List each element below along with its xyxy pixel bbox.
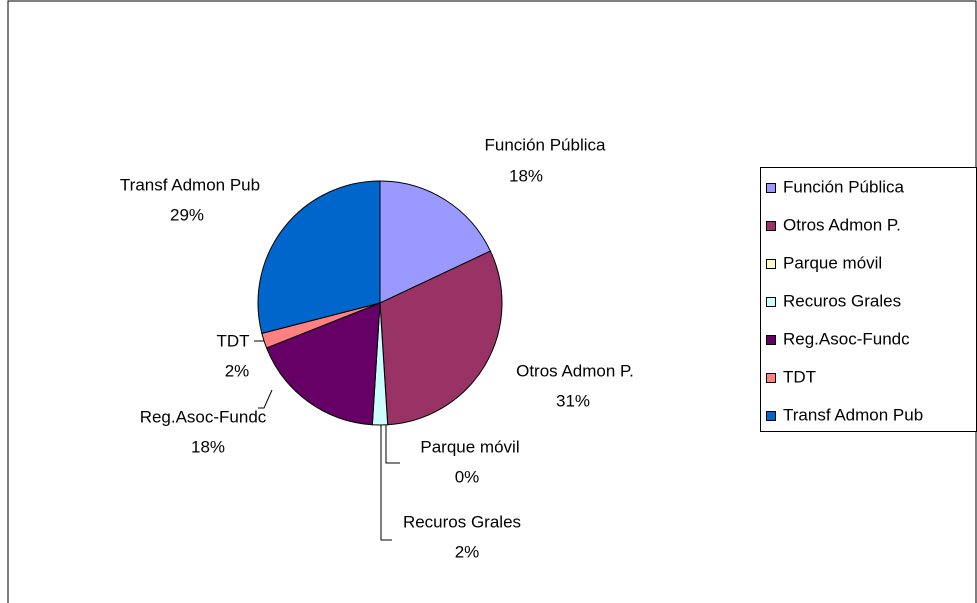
legend-swatch (766, 221, 776, 231)
legend-box (760, 167, 977, 432)
pie-slice (379, 180, 492, 304)
legend-swatch (766, 335, 776, 345)
legend-swatch (766, 373, 776, 383)
slice-label: Transf Admon Pub (120, 175, 260, 194)
slice-label: Reg.Asoc-Fundc (140, 407, 267, 426)
leader-line (380, 425, 392, 541)
pie-slice (257, 180, 381, 334)
slice-value-label: 2% (225, 361, 250, 380)
leader-line (258, 389, 273, 409)
legend-swatch (766, 411, 776, 421)
slice-label: Otros Admon P. (516, 361, 634, 380)
slice-label: Parque móvil (420, 437, 519, 456)
slice-value-label: 2% (455, 542, 480, 561)
legend-swatch (766, 259, 776, 269)
legend-swatch (766, 183, 776, 193)
slice-label: Recuros Grales (403, 512, 521, 531)
legend-label: Parque móvil (783, 253, 882, 272)
slice-value-label: 31% (556, 391, 590, 410)
legend-label: Transf Admon Pub (783, 405, 923, 424)
legend-swatch (766, 297, 776, 307)
legend-label: Reg.Asoc-Fundc (783, 329, 910, 348)
slice-value-label: 18% (509, 166, 543, 185)
slice-value-label: 0% (455, 467, 480, 486)
slice-value-label: 29% (170, 205, 204, 224)
pie-slice (379, 250, 503, 426)
leader-lines (254, 340, 400, 541)
legend-label: Función Pública (783, 177, 905, 196)
slice-label: Función Pública (485, 135, 607, 154)
legend-label: Recuros Grales (783, 291, 901, 310)
leader-line (385, 425, 400, 464)
legend-label: TDT (783, 367, 816, 386)
pie-slice (265, 302, 381, 426)
slice-value-label: 18% (191, 437, 225, 456)
slice-label: TDT (216, 331, 249, 350)
legend-label: Otros Admon P. (783, 215, 901, 234)
